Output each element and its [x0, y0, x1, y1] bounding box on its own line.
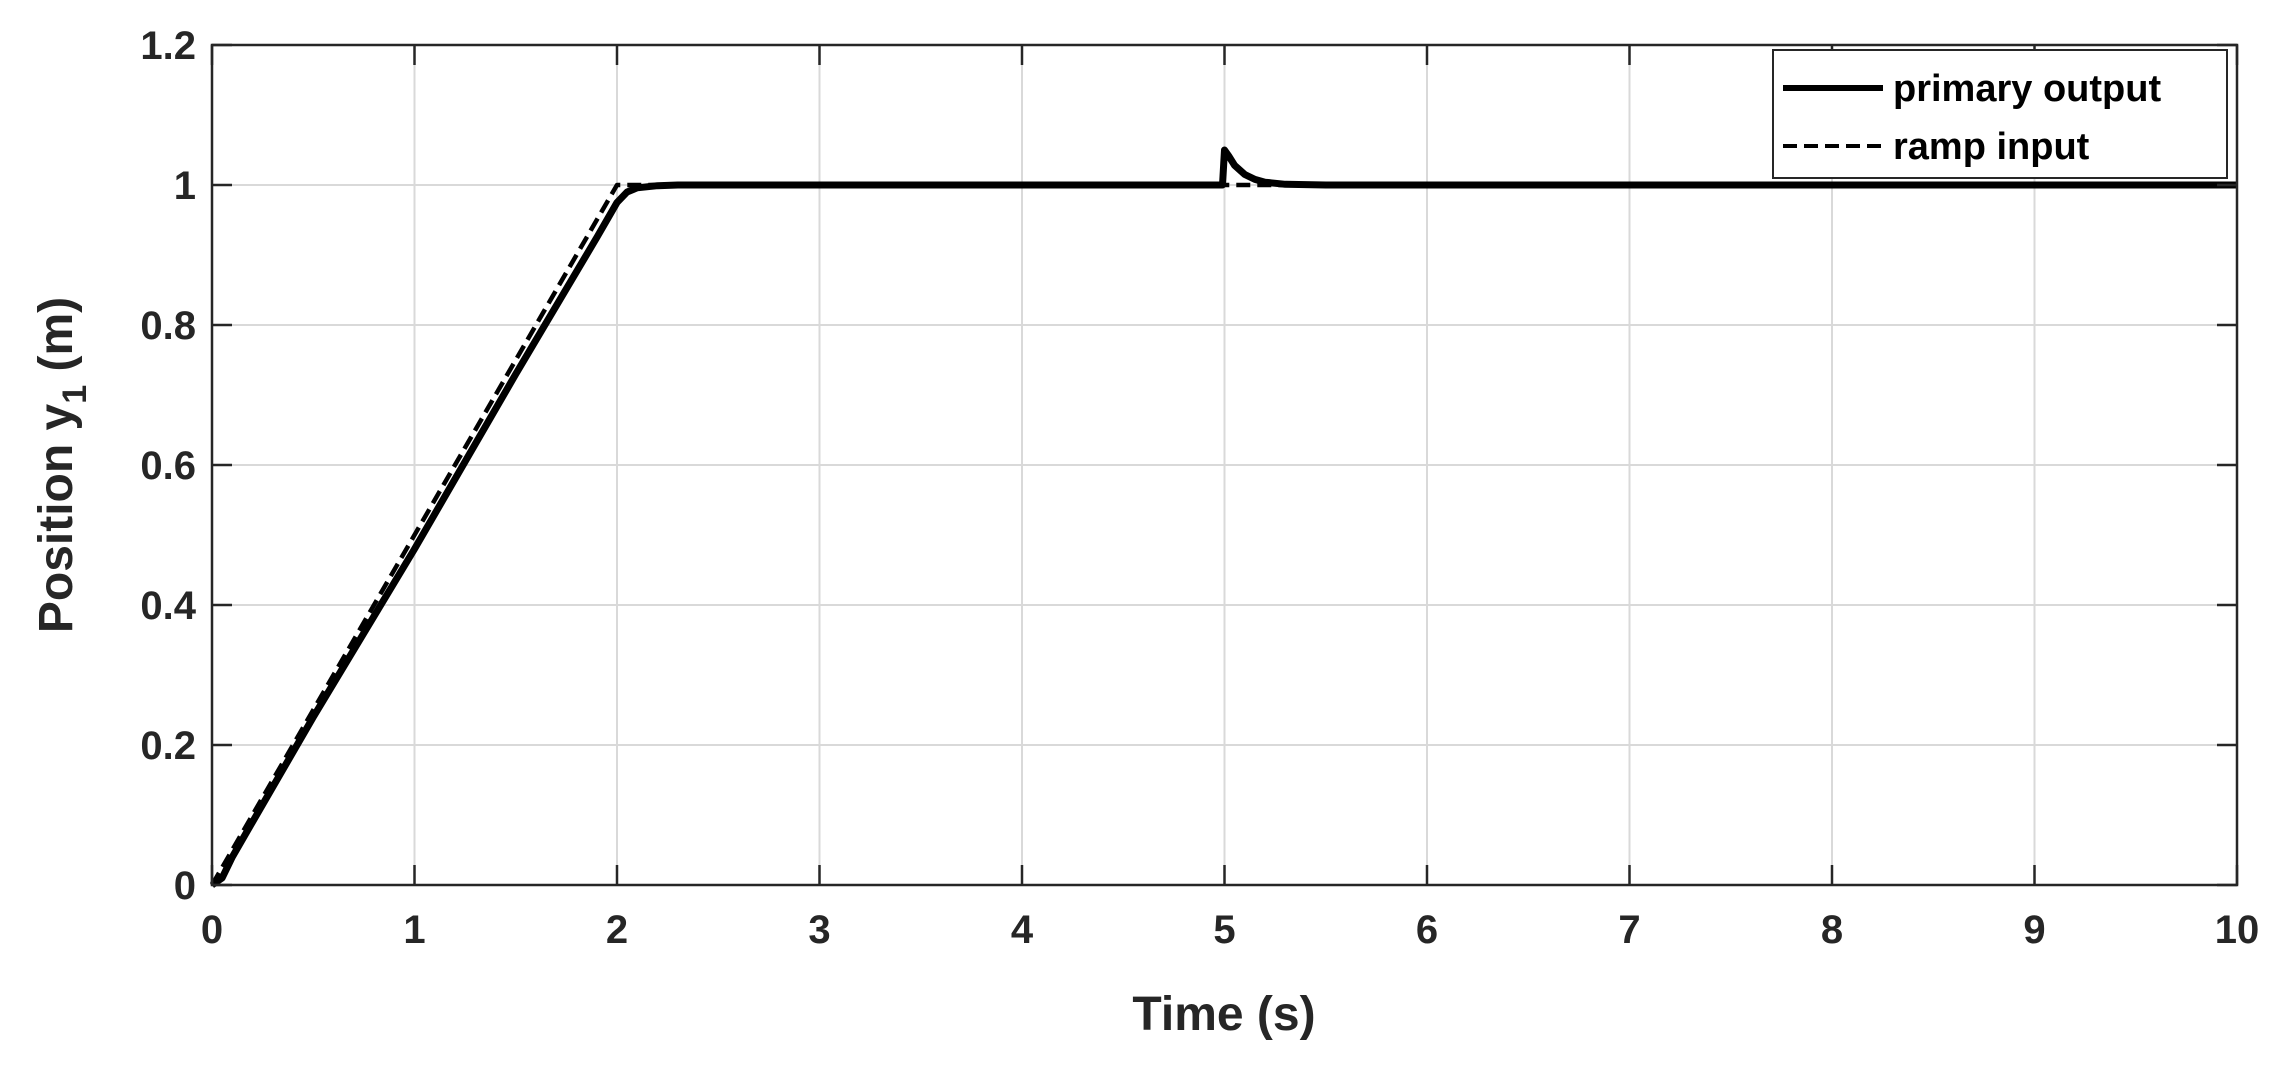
x-tick-label: 8	[1821, 908, 1843, 952]
y-tick-label: 1.2	[140, 24, 196, 68]
y-axis-title-main: Position y	[30, 403, 83, 633]
x-tick-label: 9	[2023, 908, 2045, 952]
legend: primary output ramp input	[1772, 49, 2228, 179]
y-axis-title-subscript: 1	[56, 385, 94, 404]
legend-label-ramp-input: ramp input	[1893, 126, 2090, 168]
x-tick-label: 4	[1011, 908, 1034, 952]
legend-label-primary-output: primary output	[1893, 68, 2161, 110]
x-axis-title: Time (s)	[1132, 988, 1315, 1041]
x-tick-labels: 0 1 2 3 4 5 6 7 8 9 10	[201, 908, 2259, 952]
x-tick-label: 3	[808, 908, 830, 952]
y-axis-title: Position y1 (m)	[30, 297, 94, 633]
x-tick-label: 10	[2215, 908, 2260, 952]
x-tick-label: 0	[201, 908, 223, 952]
x-tick-label: 2	[606, 908, 628, 952]
y-tick-label: 1	[174, 164, 196, 208]
y-tick-label: 0.8	[140, 304, 196, 348]
legend-box	[1772, 49, 2228, 179]
x-tick-label: 7	[1618, 908, 1640, 952]
y-axis-title-suffix: (m)	[30, 297, 83, 385]
series-line-primary-output	[210, 146, 2237, 888]
y-tick-label: 0.4	[140, 584, 196, 628]
y-tick-label: 0	[174, 864, 196, 908]
x-tick-label: 6	[1416, 908, 1438, 952]
axis-ticks	[210, 43, 2239, 887]
x-tick-label: 5	[1213, 908, 1235, 952]
y-tick-labels: 0 0.2 0.4 0.6 0.8 1 1.2	[140, 24, 196, 908]
x-tick-label: 1	[403, 908, 425, 952]
y-tick-label: 0.6	[140, 444, 196, 488]
series-line-ramp-input	[210, 182, 2237, 887]
y-tick-label: 0.2	[140, 724, 196, 768]
series-lines	[210, 146, 2237, 888]
